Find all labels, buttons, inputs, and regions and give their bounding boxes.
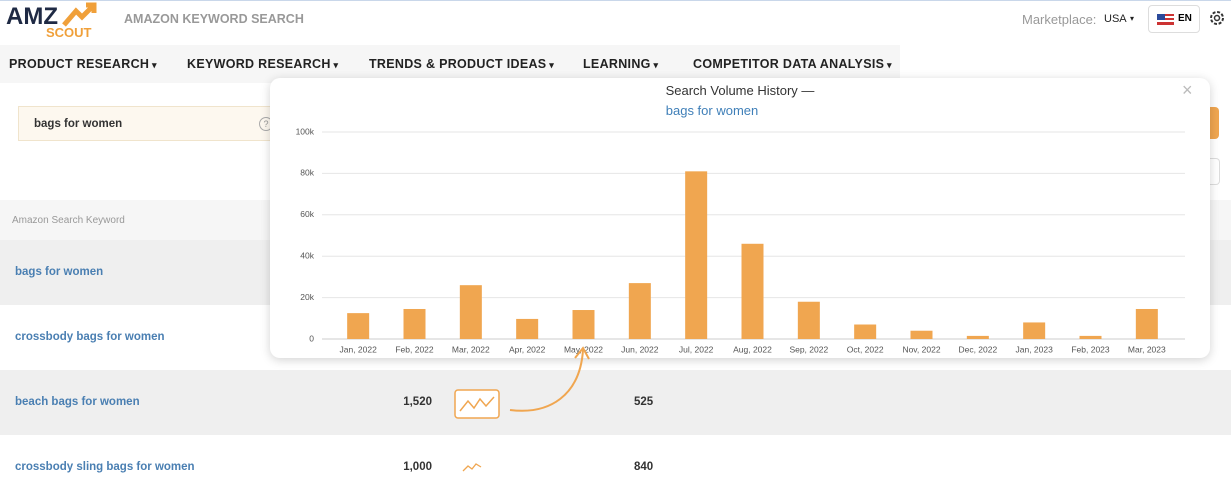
x-tick-label: Nov, 2022 [902,344,940,354]
x-tick-label: Oct, 2022 [847,344,884,354]
x-tick-label: Mar, 2022 [452,344,490,354]
nav-item[interactable]: TRENDS & PRODUCT IDEAS [369,57,554,71]
y-tick-label: 0 [309,333,314,343]
search-volume: 1,520 [403,396,432,408]
search-input[interactable]: bags for women ? [18,106,285,141]
bar [966,335,989,339]
x-tick-label: Apr, 2022 [509,344,546,354]
settings-icon[interactable] [1208,9,1226,27]
bar [347,313,370,339]
search-button[interactable] [1208,107,1219,139]
bar [459,285,482,339]
x-tick-label: Dec, 2022 [958,344,997,354]
nav-item[interactable]: COMPETITOR DATA ANALYSIS [693,57,892,71]
keyword-link[interactable]: beach bags for women [15,396,140,408]
column-header: Amazon Search Keyword [12,215,125,226]
nav-item[interactable]: KEYWORD RESEARCH [187,57,338,71]
bar [628,283,651,339]
bar [403,308,426,339]
bar [1023,322,1046,339]
bar [1079,335,1102,339]
keyword-metric: 840 [634,461,654,473]
x-tick-label: Jul, 2022 [679,344,714,354]
x-tick-label: Feb, 2023 [1071,344,1110,354]
keyword-metric: 525 [634,396,654,408]
nav-item[interactable]: LEARNING [583,57,658,71]
dropdown-caret: ▾ [1130,14,1135,23]
close-button[interactable]: × [1182,80,1193,100]
table-row: beach bags for women 1,520 525 [0,370,1231,435]
search-volume: 1,000 [403,461,432,473]
bar [797,301,820,339]
x-tick-label: Sep, 2022 [789,344,828,354]
chart-popup: Search Volume History — bags for women ×… [270,78,1210,358]
logo[interactable]: AMZ [6,3,58,30]
x-tick-label: Mar, 2023 [1128,344,1166,354]
bar [910,330,933,339]
language: EN [1178,13,1192,24]
bar [854,324,877,339]
y-tick-label: 40k [300,250,314,260]
keyword-link[interactable]: bags for women [15,266,104,278]
x-tick-label: Jun, 2022 [621,344,659,354]
language-button[interactable]: EN [1148,5,1200,33]
marketplace-select[interactable]: USA [1104,13,1127,25]
y-tick-label: 20k [300,292,314,302]
logo-sub: SCOUT [46,25,92,40]
page-title: AMAZON KEYWORD SEARCH [124,12,304,26]
keyword-link[interactable]: crossbody sling bags for women [15,461,195,473]
filter-button[interactable] [1206,158,1220,185]
trend-icon[interactable] [462,461,482,473]
x-tick-label: Jan, 2022 [339,344,377,354]
logo-arrow [62,2,97,27]
y-tick-label: 100k [296,126,315,136]
bar [685,171,708,339]
y-tick-label: 80k [300,168,314,178]
bar [741,243,764,339]
x-tick-label: Feb, 2022 [395,344,434,354]
bar [572,310,595,339]
bar [516,318,539,339]
header: AMZ SCOUT AMAZON KEYWORD SEARCH Marketpl… [0,0,1231,45]
chart-title: Search Volume History — [665,83,815,98]
nav-bar: PRODUCT RESEARCH KEYWORD RESEARCH TRENDS… [0,45,900,83]
nav-item[interactable]: PRODUCT RESEARCH [9,57,157,71]
table-row: crossbody sling bags for women 1,000 840 [0,435,1231,500]
x-tick-label: Jan, 2023 [1015,344,1053,354]
flag [1157,14,1174,25]
search-query: bags for women [34,118,123,130]
y-tick-label: 60k [300,209,314,219]
marketplace-label: Marketplace: [1022,12,1097,27]
keyword-link[interactable]: crossbody bags for women [15,331,165,343]
x-tick-label: Aug, 2022 [733,344,772,354]
callout-arrow [509,346,590,412]
bar [1135,308,1158,339]
chart-subtitle: bags for women [665,103,759,118]
chart: 0 20k 40k 60k 80k 100k Jan, 2022 Feb, 2022 Mar, … [296,126,1185,354]
trend-icon[interactable] [454,389,500,419]
